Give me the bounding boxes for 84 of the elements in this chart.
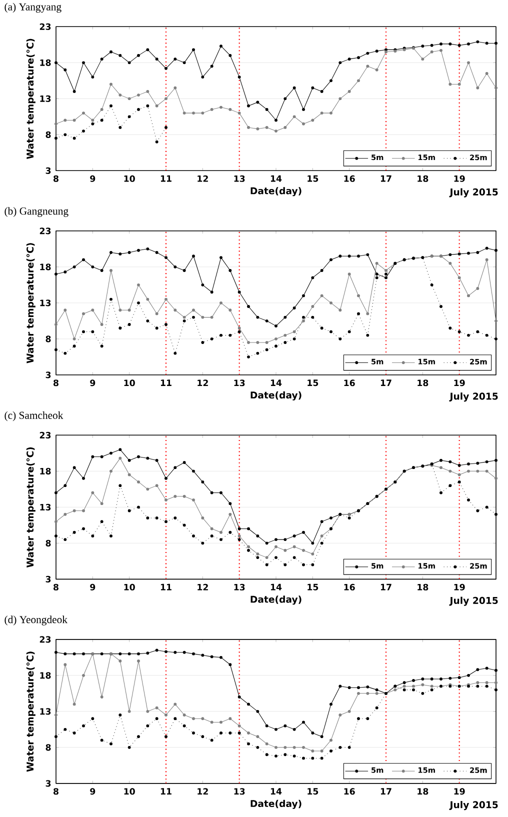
x-tick-label: 10 — [124, 788, 135, 795]
x-tick-label: 14 — [270, 584, 282, 590]
x-tick-label: 15 — [308, 175, 318, 182]
x-tick-label: 15 — [308, 380, 318, 386]
x-tick-label: 13 — [234, 175, 245, 182]
y-tick-label: 18 — [40, 468, 51, 474]
x-tick-label: 14 — [270, 380, 282, 386]
x-tick-label: 11 — [160, 584, 172, 590]
y-axis-title: Water temperature(℃) — [26, 652, 36, 772]
y-tick-label: 18 — [40, 672, 51, 679]
x-tick-label: 12 — [198, 584, 208, 590]
x-axis-title: Date(day) — [250, 391, 302, 400]
y-tick-label: 13 — [40, 300, 51, 306]
text: July 2015 — [449, 596, 498, 606]
x-tick-label: 9 — [90, 584, 96, 590]
y-tick-label: 23 — [40, 23, 51, 30]
x-tick-label: 17 — [380, 788, 392, 794]
x-tick-label: 9 — [90, 175, 96, 182]
x-tick-label: 8 — [54, 788, 58, 795]
x-tick-label: 18 — [418, 788, 428, 795]
y-tick-label: 23 — [40, 228, 51, 234]
y-tick-label: 13 — [40, 708, 51, 715]
x-tick-label: 10 — [124, 584, 135, 590]
x-tick-label: 9 — [90, 380, 96, 386]
y-axis-title: Water temperature(℃) — [26, 447, 36, 568]
x-tick-label: 12 — [198, 175, 208, 182]
x-axis-title: Date(day) — [250, 596, 302, 605]
x-tick-label: 16 — [344, 380, 355, 386]
text: July 2015 — [449, 188, 498, 198]
y-tick-label: 23 — [40, 636, 51, 643]
x-tick-label: 8 — [54, 175, 58, 182]
x-tick-label: 18 — [418, 380, 428, 386]
y-tick-label: 8 — [46, 744, 51, 751]
x-tick-label: 19 — [454, 788, 465, 795]
x-tick-label: 11 — [160, 380, 172, 386]
x-tick-label: 14 — [270, 788, 282, 794]
x-tick-label: 19 — [454, 380, 465, 386]
x-tick-label: 8 — [54, 380, 58, 386]
y-tick-label: 18 — [40, 59, 51, 66]
y-axis-title: Water temperature(℃) — [26, 243, 36, 364]
x-tick-label: 13 — [234, 584, 245, 590]
chart-title: (d) Yeongdeok — [4, 616, 68, 626]
y-tick-label: 18 — [40, 264, 51, 270]
x-tick-label: 14 — [270, 175, 282, 182]
y-tick-label: 13 — [40, 504, 51, 510]
x-tick-label: 16 — [344, 788, 355, 795]
y-axis-title: Water temperature(℃) — [26, 38, 36, 159]
x-tick-label: 17 — [380, 380, 392, 386]
x-tick-label: 16 — [344, 584, 355, 590]
y-tick-label: 3 — [46, 372, 51, 378]
x-tick-label: 12 — [198, 380, 208, 386]
x-tick-label: 11 — [160, 788, 172, 794]
text: July 2015 — [449, 801, 498, 810]
x-tick-label: 17 — [380, 175, 392, 182]
x-tick-label: 12 — [198, 788, 208, 795]
x-axis-title: Date(day) — [250, 800, 302, 809]
y-tick-label: 3 — [46, 780, 51, 787]
x-tick-label: 15 — [308, 788, 318, 795]
x-tick-label: 18 — [418, 175, 428, 182]
x-tick-label: 11 — [160, 175, 172, 182]
x-tick-label: 16 — [344, 175, 355, 182]
x-tick-label: 8 — [54, 584, 58, 590]
x-tick-label: 17 — [380, 584, 392, 590]
chart-title: (c) Samcheok — [4, 411, 64, 422]
x-tick-label: 10 — [124, 175, 135, 182]
y-tick-label: 3 — [46, 576, 51, 582]
x-tick-label: 9 — [90, 788, 96, 795]
x-tick-label: 19 — [454, 584, 465, 590]
x-tick-label: 13 — [234, 380, 245, 386]
x-axis-title: Date(day) — [250, 187, 302, 196]
y-tick-label: 13 — [40, 95, 51, 102]
x-tick-label: 18 — [418, 584, 428, 590]
x-tick-label: 19 — [454, 175, 465, 182]
x-tick-label: 13 — [234, 788, 245, 795]
y-tick-label: 8 — [46, 336, 51, 342]
text: July 2015 — [449, 392, 498, 402]
x-tick-label: 15 — [308, 584, 318, 590]
y-tick-label: 8 — [46, 131, 51, 138]
y-tick-label: 8 — [46, 540, 51, 546]
chart-title: (a) Yangyang — [4, 2, 62, 13]
y-tick-label: 3 — [46, 167, 51, 174]
y-tick-label: 23 — [40, 432, 51, 438]
x-tick-label: 10 — [124, 380, 135, 386]
chart-title: (b) Gangneung — [4, 207, 68, 217]
